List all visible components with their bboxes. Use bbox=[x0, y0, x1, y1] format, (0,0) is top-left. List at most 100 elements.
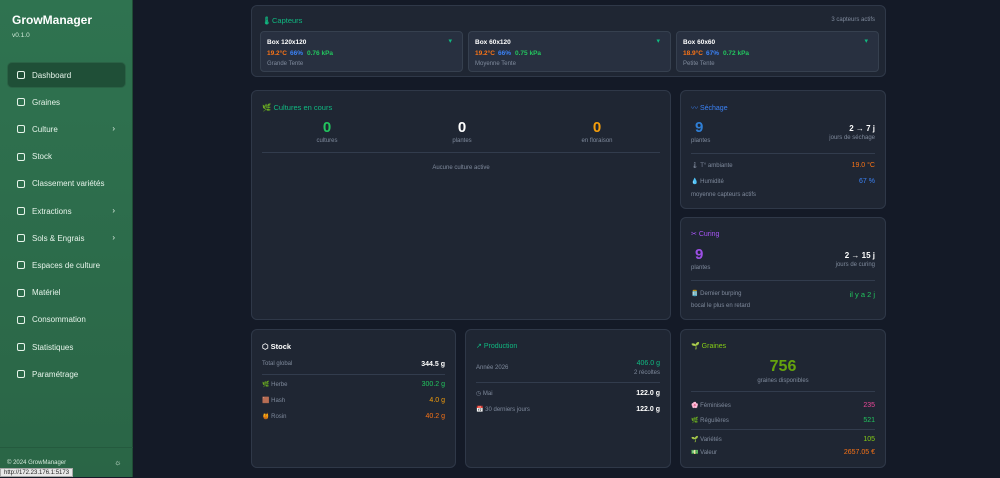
nav-item[interactable]: Culture › bbox=[8, 117, 125, 141]
row-label: ◷ Mai bbox=[476, 391, 493, 397]
nav-item[interactable]: Extractions › bbox=[8, 199, 125, 223]
nav-item[interactable]: Dashboard bbox=[8, 63, 125, 87]
nav-item[interactable]: Stock bbox=[8, 145, 125, 169]
stock-card: ⬡ Stock Total global 344.5 g 🌿 Herbe 300… bbox=[251, 329, 456, 468]
drying-card: 〰 Séchage 9 plantes 2 → 7 j jours de séc… bbox=[680, 90, 886, 209]
row-label: 🟫 Hash bbox=[262, 398, 286, 404]
label-text: Herbe bbox=[271, 382, 288, 388]
card-title: 🌱 Graines bbox=[691, 343, 727, 350]
title-text: Séchage bbox=[699, 105, 728, 112]
row-label: 💧 Humidité bbox=[691, 179, 724, 185]
sensor-temp: 19.2°C bbox=[267, 50, 287, 57]
status-url: http://172.23.176.1:5173 bbox=[0, 468, 74, 477]
row-value: il y a 2 j bbox=[849, 290, 875, 299]
row-value: 105 bbox=[863, 436, 875, 443]
title-text: Stock bbox=[270, 342, 292, 351]
sensors-card: 🌡 Capteurs 3 capteurs actifs Box 120x120… bbox=[251, 5, 886, 77]
card-title: ⬡ Stock bbox=[262, 342, 292, 351]
app-title: GrowManager bbox=[12, 13, 93, 27]
nav-item[interactable]: Sols & Engrais › bbox=[8, 226, 125, 250]
nav-item[interactable]: Paramétrage bbox=[8, 362, 125, 386]
title-text: Graines bbox=[701, 343, 727, 350]
label-text: Valeur bbox=[700, 450, 718, 456]
nav-item[interactable]: Matériel bbox=[8, 281, 125, 305]
nav-label: Espaces de culture bbox=[32, 260, 101, 270]
icon: 🌡 bbox=[262, 16, 272, 25]
row-label: 🫙 Dernier burping bbox=[691, 291, 742, 297]
row-value: 521 bbox=[863, 417, 875, 424]
stat-value: 0 bbox=[592, 119, 602, 136]
sensor-location: Moyenne Tente bbox=[475, 61, 516, 67]
label-text: 30 derniers jours bbox=[485, 407, 530, 413]
nav-icon bbox=[17, 71, 25, 79]
nav-label: Extractions bbox=[32, 206, 72, 216]
title-text: Cultures en cours bbox=[273, 103, 333, 112]
nav-item[interactable]: Statistiques bbox=[8, 335, 125, 359]
nav-label: Stock bbox=[32, 152, 53, 162]
row-value: 300.2 g bbox=[421, 381, 445, 388]
label-text: Humidité bbox=[700, 179, 724, 185]
seeds-card: 🌱 Graines 756 graines disponibles 🌸 Fémi… bbox=[680, 329, 886, 468]
row-label: 📅 30 derniers jours bbox=[476, 407, 530, 413]
row-value: 67 % bbox=[859, 178, 875, 185]
row-label: 💵 Valeur bbox=[691, 450, 718, 456]
nav-label: Matériel bbox=[32, 288, 61, 298]
sensor-humidity: 66% bbox=[290, 50, 304, 57]
nav-icon bbox=[17, 261, 25, 270]
sensor-temp: 19.2°C bbox=[475, 50, 495, 57]
empty-message: Aucune culture active bbox=[432, 165, 490, 171]
nav-icon bbox=[17, 343, 25, 351]
nav-icon bbox=[17, 315, 25, 324]
row-label: 🌸 Féminisées bbox=[691, 403, 731, 409]
nav-item[interactable]: Consommation bbox=[8, 308, 125, 332]
total-label: Total global bbox=[262, 361, 293, 367]
row-value: 122.0 g bbox=[636, 406, 660, 413]
card-title: 〰 Séchage bbox=[691, 105, 728, 112]
sensor-vpd: 0.76 kPa bbox=[307, 50, 334, 57]
note: moyenne capteurs actifs bbox=[691, 192, 757, 198]
nav-chevron: › bbox=[112, 124, 115, 134]
range-label: jours de séchage bbox=[829, 135, 875, 141]
nav-icon bbox=[17, 288, 25, 297]
stat-value: 0 bbox=[322, 119, 332, 136]
sensor-vpd: 0.72 kPa bbox=[723, 50, 750, 57]
app-version: v0.1.0 bbox=[12, 32, 30, 39]
nav-item[interactable]: Classement variétés bbox=[8, 172, 125, 196]
label-text: Féminisées bbox=[700, 403, 731, 409]
nav-label: Sols & Engrais bbox=[32, 233, 85, 243]
sensor-box[interactable]: Box 60x60 ▾ 18.9°C 67% 0.72 kPa Petite Tente bbox=[676, 31, 879, 72]
count-label: plantes bbox=[691, 138, 711, 144]
range: 2 → 7 j bbox=[849, 124, 875, 133]
nav-item[interactable]: Graines bbox=[8, 90, 125, 114]
sensor-name: Box 60x60 bbox=[683, 39, 716, 46]
nav-icon bbox=[17, 370, 25, 379]
seed-total-label: graines disponibles bbox=[757, 378, 809, 384]
row-value: 40.2 g bbox=[425, 413, 445, 420]
theme-toggle[interactable]: ☼ bbox=[114, 458, 122, 467]
label-text: T° ambiante bbox=[700, 163, 733, 169]
row-label: 🌿 Régulières bbox=[691, 418, 729, 424]
wifi-icon: ▾ bbox=[864, 38, 868, 45]
nav-label: Dashboard bbox=[32, 70, 72, 80]
sensor-box[interactable]: Box 120x120 ▾ 19.2°C 66% 0.76 kPa Grande Tent… bbox=[260, 31, 463, 72]
nav-icon bbox=[17, 234, 25, 243]
seed-total: 756 bbox=[769, 358, 797, 375]
sensor-box[interactable]: Box 60x120 ▾ 19.2°C 66% 0.75 kPa Moyenne Tent… bbox=[468, 31, 671, 72]
row-value: 4.0 g bbox=[429, 397, 445, 404]
sensor-humidity: 67% bbox=[706, 50, 720, 57]
stat-value: 0 bbox=[457, 119, 467, 136]
row-value: 122.0 g bbox=[636, 390, 660, 397]
title-text: Production bbox=[483, 343, 518, 350]
nav-label: Consommation bbox=[32, 315, 86, 325]
nav-label: Classement variétés bbox=[32, 179, 105, 189]
nav-label: Graines bbox=[32, 97, 61, 107]
card-title: 🌿 Cultures en cours bbox=[262, 103, 333, 112]
row-value: 235 bbox=[863, 402, 875, 409]
footer: © 2024 GrowManager bbox=[7, 460, 67, 466]
nav-icon bbox=[17, 98, 25, 107]
nav-item[interactable]: Espaces de culture bbox=[8, 253, 125, 277]
wifi-icon: ▾ bbox=[656, 38, 660, 45]
production-card: ↗ Production Année 2026 406.0 g 2 récolt… bbox=[465, 329, 671, 468]
row-label: 🌡 T° ambiante bbox=[691, 163, 733, 169]
